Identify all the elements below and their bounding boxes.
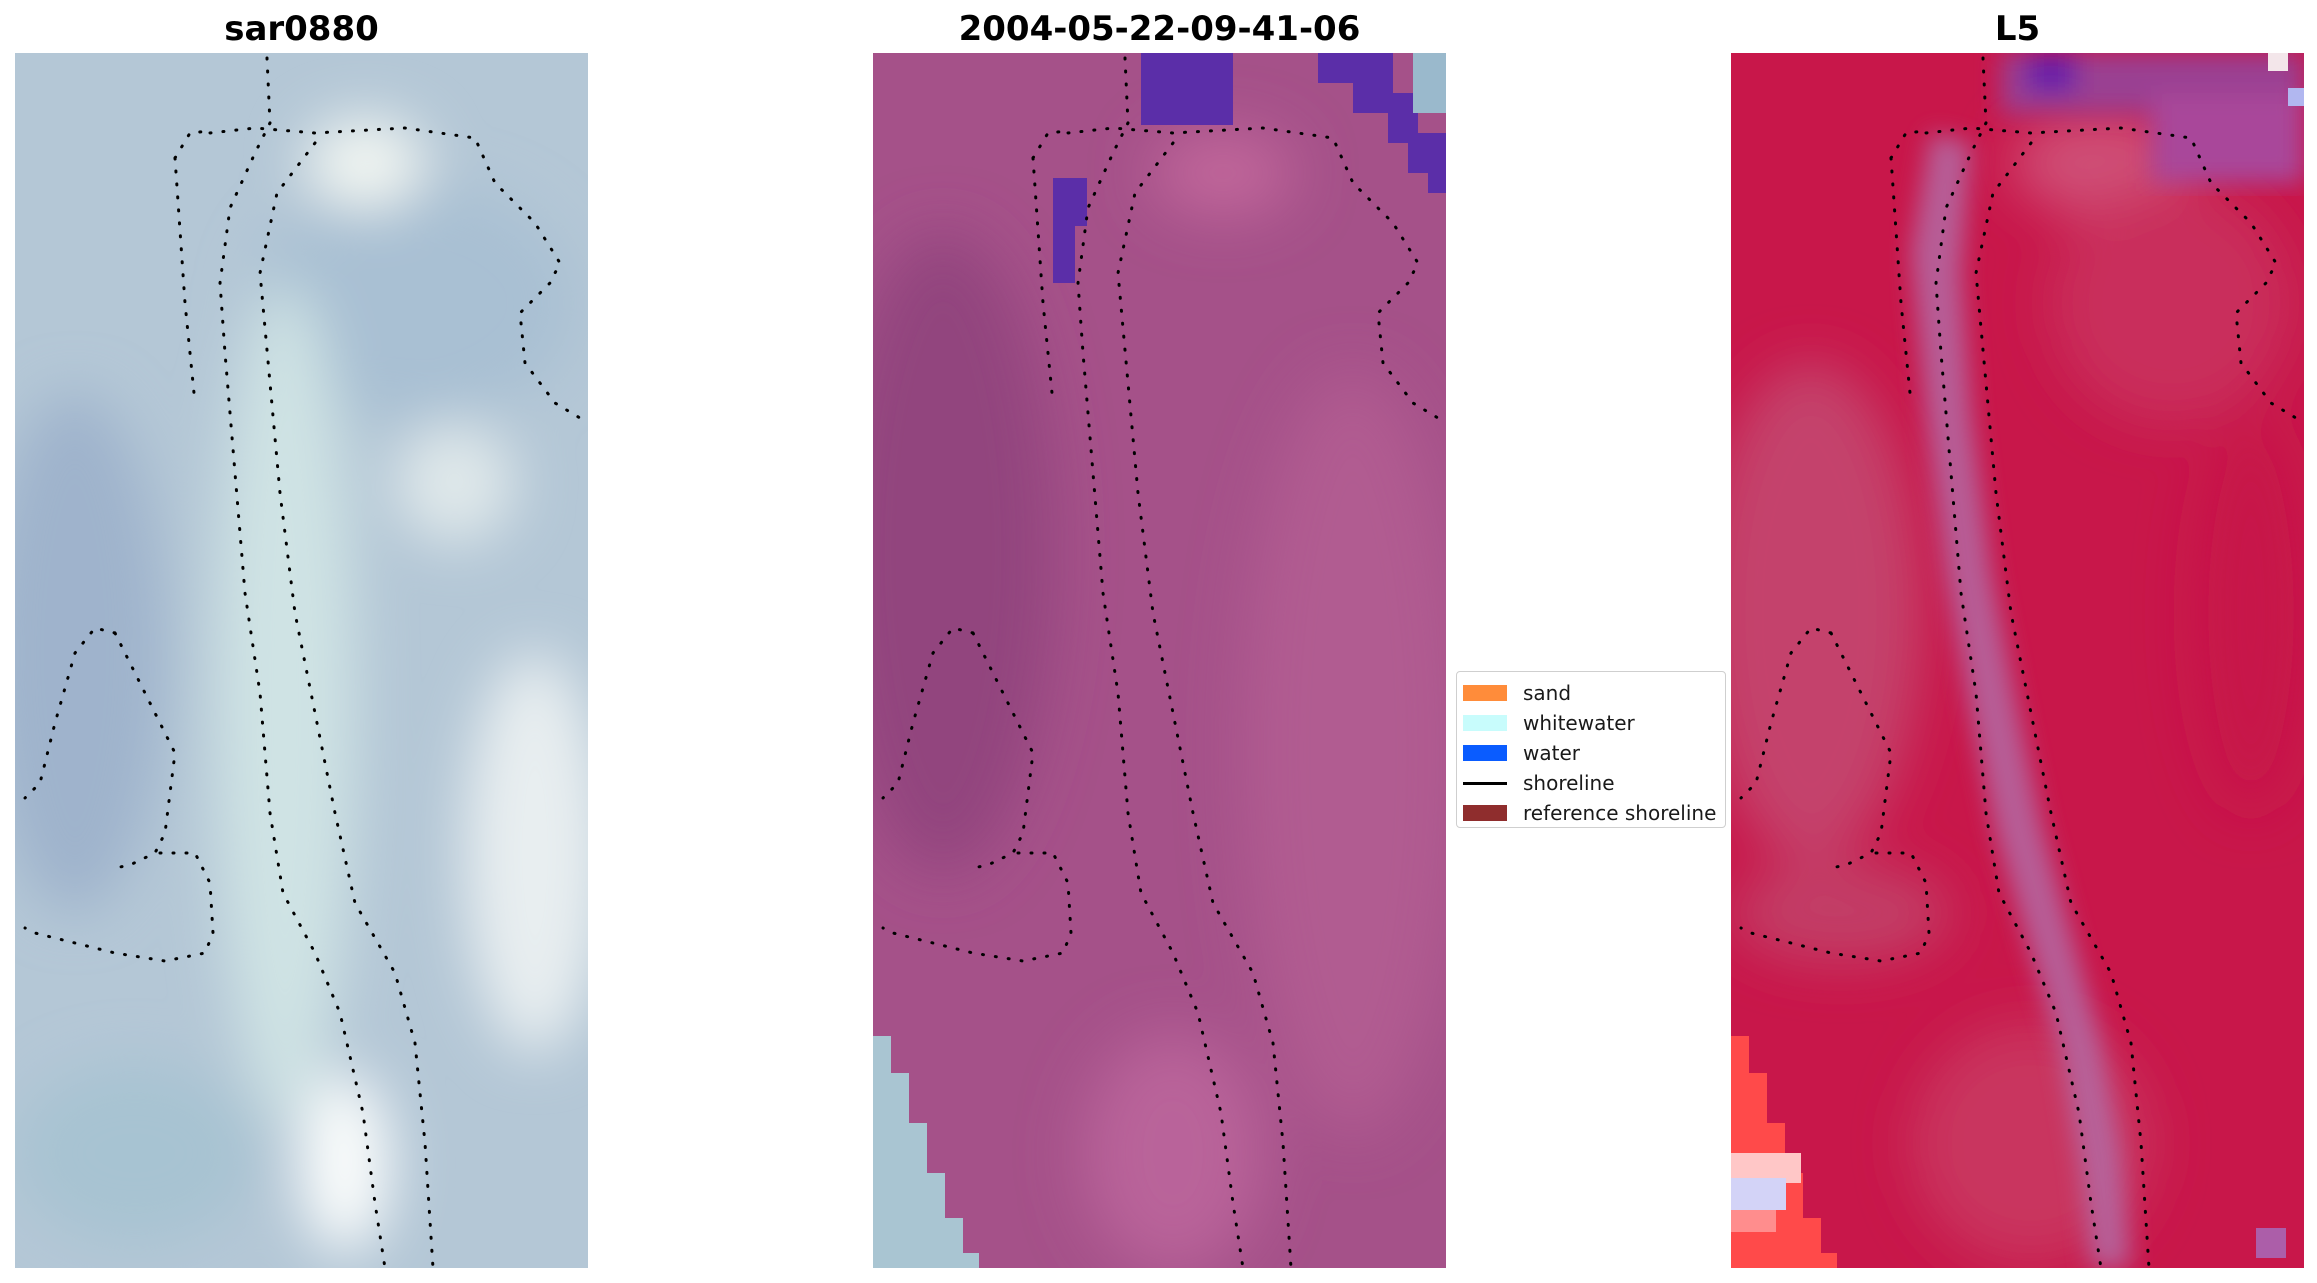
legend-item-water: water [1457,738,1725,768]
rgb-image-panel [15,53,588,1268]
shoreline-line-swatch [1463,781,1507,785]
panel-title-classified: 2004-05-22-09-41-06 [958,9,1361,49]
legend-label: whitewater [1523,711,1635,735]
legend-label: reference shoreline [1523,801,1717,825]
rgb-image [15,53,588,1268]
legend-item-sand: sand [1457,678,1725,708]
classified-image-panel [873,53,1446,1268]
shoreline-rgb [23,56,582,1268]
whitewater-swatch [1463,715,1507,731]
water-swatch [1463,745,1507,761]
panel-title-index: L5 [1994,9,2041,49]
legend: sand whitewater water shoreline referenc… [1456,671,1726,828]
index-image-panel [1731,53,2304,1268]
shoreline-classified [881,56,1440,1268]
legend-label: water [1523,741,1580,765]
classified-image [873,53,1446,1268]
panel-title-rgb: sar0880 [224,9,379,49]
legend-label: sand [1523,681,1572,705]
reference-shoreline-swatch [1463,805,1507,821]
legend-label: shoreline [1523,771,1615,795]
legend-item-shoreline: shoreline [1457,768,1725,798]
legend-item-reference-shoreline: reference shoreline [1457,798,1725,828]
shoreline-index [1739,56,2298,1268]
index-image [1731,53,2304,1268]
sand-swatch [1463,685,1507,701]
legend-item-whitewater: whitewater [1457,708,1725,738]
